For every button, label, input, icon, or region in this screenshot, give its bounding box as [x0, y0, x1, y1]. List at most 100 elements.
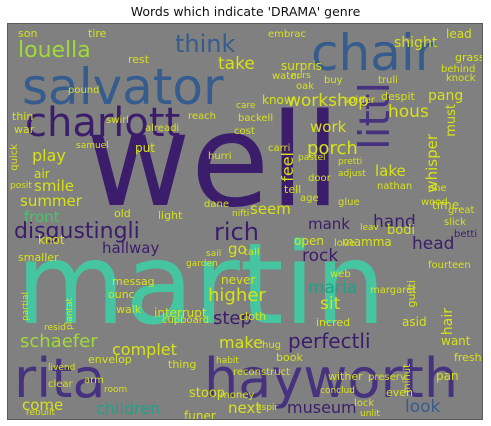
word-workshop: workshop: [287, 91, 369, 111]
word-higher: higher: [208, 285, 266, 306]
word-make: make: [219, 333, 263, 352]
word-bodi: bodi: [387, 223, 416, 238]
word-tall: tall: [244, 247, 260, 258]
word-pan: pan: [436, 369, 459, 383]
word-money: money: [220, 390, 255, 401]
word-smile: smile: [34, 177, 74, 195]
word-well: well: [86, 87, 341, 236]
word-take: take: [218, 54, 255, 74]
word-charlott: charlott: [25, 100, 181, 146]
word-open: open: [294, 234, 324, 248]
word-book: book: [276, 351, 303, 364]
word-cupboard: cupboard: [162, 315, 210, 326]
word-head: head: [412, 234, 455, 254]
word-grass: grass: [455, 51, 483, 64]
word-must: must: [444, 104, 459, 137]
word-buy: buy: [324, 75, 343, 86]
word-summer: summer: [20, 192, 82, 210]
word-lock: lock: [354, 398, 375, 409]
word-embrac: embrac: [268, 29, 306, 40]
word-truli: truli: [378, 75, 398, 86]
word-surpris: surpris: [281, 59, 322, 73]
word-hug: hug: [262, 340, 282, 351]
word-never: never: [221, 273, 256, 287]
word-carri: carri: [268, 143, 291, 154]
word-plantat: plantat: [65, 298, 75, 331]
word-dane: dane: [204, 199, 229, 210]
word-pretti: pretti: [338, 157, 363, 167]
word-despit: despit: [381, 90, 415, 103]
word-play: play: [32, 146, 66, 165]
word-love: love: [334, 238, 355, 249]
word-ounc: ounc: [108, 288, 135, 301]
word-museum: museum: [287, 398, 357, 417]
word-livend: livend: [48, 363, 76, 373]
word-lead: lead: [446, 27, 472, 41]
word-louella: louella: [18, 38, 91, 63]
word-even: even: [386, 386, 414, 399]
word-nathan: nathan: [377, 181, 413, 192]
word-thing: thing: [168, 358, 197, 371]
word-seem: seem: [250, 200, 291, 218]
word-rock: rock: [302, 246, 339, 266]
word-tell: tell: [284, 183, 302, 196]
word-cost: cost: [234, 126, 255, 137]
word-step: step: [213, 308, 252, 329]
word-resid: resid: [44, 323, 66, 333]
word-next: next: [228, 399, 262, 417]
word-stoop: stoop: [189, 386, 226, 401]
word-light: light: [158, 209, 183, 222]
word-adjust: adjust: [338, 169, 366, 179]
word-rich: rich: [214, 218, 259, 246]
word-nurs: nurs: [291, 71, 311, 81]
word-clear: clear: [48, 379, 73, 390]
word-fourteen: fourteen: [428, 260, 471, 271]
word-unlit: unlit: [360, 409, 380, 419]
word-old: old: [114, 207, 131, 220]
word-rebuilt: rebuilt: [26, 408, 55, 418]
word-think: think: [175, 30, 236, 58]
chart-title: Words which indicate 'DRAMA' genre: [130, 4, 361, 19]
word-preserv: preserv: [368, 372, 406, 383]
word-alreadi: alreadi: [145, 123, 180, 134]
word-knock: knock: [446, 73, 476, 84]
word-wood: wood: [421, 197, 448, 208]
word-conclud: conclud: [320, 386, 356, 396]
word-chair: chair: [311, 24, 436, 82]
word-martin: martin: [16, 220, 386, 350]
word-garden: garden: [186, 259, 218, 269]
word-reconstruct: reconstruct: [233, 367, 290, 378]
word-cloth: cloth: [239, 310, 267, 323]
word-envelop: envelop: [88, 353, 132, 366]
word-lake: lake: [375, 162, 406, 180]
word-time: time: [432, 198, 460, 212]
word-nifti: nifti: [232, 209, 250, 219]
word-hallway: hallway: [102, 239, 160, 257]
word-funer: funer: [184, 409, 216, 420]
word-slick: slick: [444, 217, 467, 228]
word-interrupt: interrupt: [154, 306, 207, 320]
word-care: care: [236, 101, 256, 111]
word-complet: complet: [112, 340, 177, 359]
word-work: work: [310, 118, 347, 136]
word-pastel: pastel: [298, 153, 326, 163]
word-know: know: [262, 93, 294, 107]
word-tire: tire: [88, 27, 107, 40]
word-look: look: [405, 397, 441, 417]
word-quick: quick: [9, 144, 20, 171]
word-salvator: salvator: [22, 58, 224, 116]
word-messag: messag: [112, 275, 155, 288]
word-rita: rita: [14, 347, 106, 410]
word-shight: shight: [394, 35, 438, 51]
word-mamma: mamma: [342, 235, 392, 249]
word-hair: hair: [440, 308, 456, 336]
word-come: come: [22, 396, 64, 414]
word-rest: rest: [128, 53, 150, 66]
word-want: want: [441, 334, 471, 348]
word-samuel: samuel: [76, 141, 109, 151]
word-door: door: [308, 173, 331, 184]
word-hand: hand: [373, 212, 416, 232]
word-schaefer: schaefer: [20, 331, 98, 352]
word-war: war: [14, 123, 35, 136]
word-hous: hous: [388, 102, 429, 122]
